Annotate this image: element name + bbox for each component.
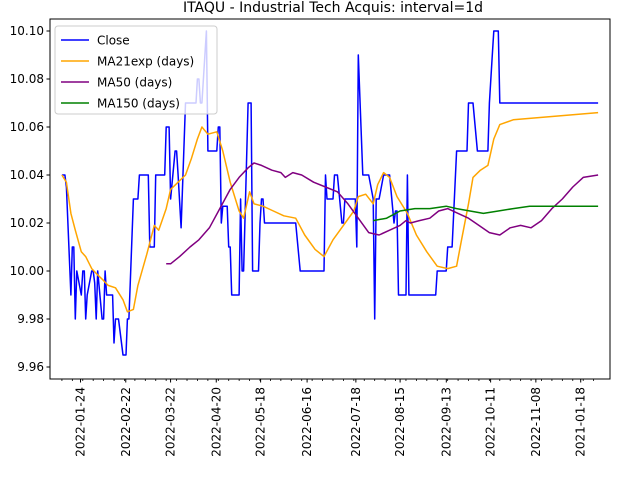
y-tick-label: 10.06 xyxy=(10,120,44,134)
x-tick-label: 2022-07-18 xyxy=(349,387,363,457)
series-line-2 xyxy=(166,162,599,265)
y-tick-label: 10.04 xyxy=(10,168,44,182)
y-tick-label: 10.10 xyxy=(10,24,44,38)
x-tick-label: 2022-03-22 xyxy=(164,387,178,457)
legend: Close MA21exp (days) MA50 (days) MA150 (day… xyxy=(54,25,218,115)
chart-title: ITAQU - Industrial Tech Acquis: interval… xyxy=(183,0,483,16)
marks-layer xyxy=(61,30,599,356)
legend-label: MA150 (days) xyxy=(97,97,180,111)
y-tick-label: 10.02 xyxy=(10,216,44,230)
x-tick-label: 2022-02-22 xyxy=(119,387,133,457)
plot-frame xyxy=(49,18,611,380)
y-tick-label: 10.08 xyxy=(10,72,44,86)
series-line-1 xyxy=(61,111,599,313)
legend-label: MA50 (days) xyxy=(97,76,172,90)
x-tick-label: 2022-05-18 xyxy=(254,387,268,457)
legend-box xyxy=(54,25,218,115)
x-tick-label: 2022-04-20 xyxy=(209,387,223,457)
legend-label: MA21exp (days) xyxy=(97,55,194,69)
x-tick-label: 2022-01-24 xyxy=(74,387,88,457)
series-line-0 xyxy=(61,30,599,356)
x-tick-label: 2022-10-11 xyxy=(484,387,498,457)
x-tick-label: 2022-08-15 xyxy=(393,387,407,457)
series-line-3 xyxy=(373,205,599,222)
axes-layer: 9.96 9.98 10.00 10.02 10.04 10.06 10.08 10.10 20… xyxy=(10,24,595,457)
x-tick-label: 2022-06-16 xyxy=(300,387,314,457)
y-tick-label: 9.98 xyxy=(17,312,44,326)
x-tick-label: 2022-09-13 xyxy=(439,387,453,457)
legend-label: Close xyxy=(97,34,130,48)
y-tick-label: 9.96 xyxy=(17,360,44,374)
x-tick-label: 2022-11-08 xyxy=(529,387,543,457)
x-tick-label: 2021-01-18 xyxy=(574,387,588,457)
y-tick-label: 10.00 xyxy=(10,264,44,278)
